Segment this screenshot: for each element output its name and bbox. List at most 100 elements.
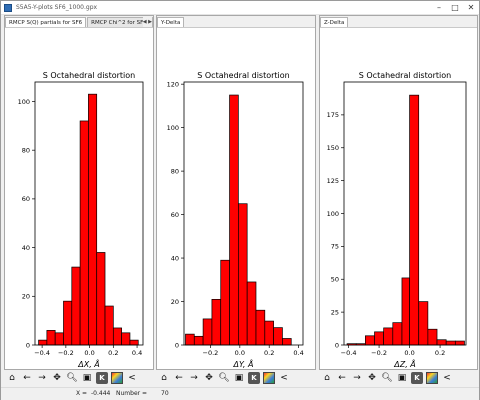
histogram-z[interactable]: −0.4 −0.2 0.0 0.2 0 25 50 75 100 125 150 175 S Octah… [320,28,478,370]
tab-strip-2: Y-Delta [157,16,315,28]
color-icon[interactable] [111,372,123,384]
y-tick-label: 80 [171,167,179,175]
status-x-value: -0.444 [91,390,111,397]
histogram-bar [185,333,195,346]
histogram-bar [383,327,394,346]
save-icon[interactable]: ▣ [397,373,407,383]
tab-sq-partials[interactable]: RMCP S(Q) partials for SF6 [5,17,87,27]
histogram-bar [193,335,204,346]
x-tick-label: −0.2 [203,349,219,357]
histogram-bar [63,300,73,346]
less-than-icon[interactable]: < [280,373,288,383]
zoom-icon[interactable]: 🔍︎ [218,373,230,383]
status-bar: X = -0.444 Number = 70 [1,387,479,400]
tab-bo[interactable]: Bo [151,17,153,27]
window-title: S5A5-Y-plots SF6_1000.gpx [16,4,98,11]
x-axis-label: ΔX, Å [77,358,100,369]
histogram-bar [255,309,266,346]
histogram-bar [54,332,64,346]
pan-icon[interactable]: ✥ [368,373,376,383]
histogram-bar [445,340,456,346]
maximize-button[interactable]: □ [451,3,459,12]
y-tick-label: 60 [171,211,179,219]
y-tick-label: 75 [331,243,339,251]
forward-arrow-icon[interactable]: → [38,373,46,383]
y-tick-label: 50 [331,276,339,284]
x-tick-label: −0.2 [371,349,387,357]
histogram-bar [229,94,239,346]
y-tick-label: 100 [18,98,30,106]
x-axis-label: ΔZ, Å [393,358,416,369]
tab-strip-1: RMCP S(Q) partials for SF6 RMCP Chi^2 for… [5,16,153,28]
back-arrow-icon[interactable]: ← [338,373,346,383]
pan-icon[interactable]: ✥ [53,373,61,383]
pan-icon[interactable]: ✥ [205,373,213,383]
home-icon[interactable]: ⌂ [324,373,330,383]
home-icon[interactable]: ⌂ [9,373,15,383]
histogram-bar [401,277,410,346]
x-tick-label: 0.4 [132,349,142,357]
zoom-icon[interactable]: 🔍︎ [381,373,393,383]
histogram-bar [246,281,257,346]
y-tick-label: 175 [327,111,339,119]
plot-frame [34,81,144,346]
navigation-toolbar-1: ⌂ ← → ✥ 🔍︎ ▣ K < [6,371,138,385]
histogram-bar [418,301,429,346]
x-tick-label: 0.2 [435,349,445,357]
x-tick-label: 0.4 [293,349,303,357]
tab-scroll-arrows[interactable]: ◀ ▶ [142,17,152,27]
x-tick-label: 0.0 [84,349,94,357]
tab-y-delta[interactable]: Y-Delta [157,17,185,27]
histogram-bar [88,93,98,346]
x-tick-label: 0.0 [404,349,414,357]
tab-strip-3: Z-Delta [320,16,477,28]
tab-z-delta[interactable]: Z-Delta [320,17,349,27]
tab-chi2[interactable]: RMCP Chi^2 for SF6 [87,17,151,27]
close-button[interactable]: ✕ [467,3,475,12]
x-tick-label: 0.0 [235,349,245,357]
y-tick-label: 20 [22,293,30,301]
y-tick-label: 120 [167,80,179,88]
histogram-bar [104,305,114,346]
histogram-bar [129,339,139,346]
y-tick-label: 25 [331,308,339,316]
less-than-icon[interactable]: < [443,373,451,383]
y-tick-label: 0 [335,341,339,349]
y-tick-label: 40 [171,254,179,262]
zoom-icon[interactable]: 🔍︎ [66,373,78,383]
histogram-bar [364,335,375,346]
back-arrow-icon[interactable]: ← [175,373,183,383]
app-icon [4,4,12,12]
back-arrow-icon[interactable]: ← [23,373,31,383]
histogram-y[interactable]: −0.2 0.0 0.2 0.4 0 20 40 60 80 100 120 S Octahedral… [157,28,316,370]
y-tick-label: 150 [327,144,339,152]
color-icon[interactable] [426,372,438,384]
x-tick-label: 0.2 [108,349,118,357]
minimize-button[interactable]: – [437,3,441,12]
save-icon[interactable]: ▣ [234,373,244,383]
histogram-bar [71,266,81,346]
keyboard-icon[interactable]: K [411,372,423,384]
y-tick-label: 100 [167,124,179,132]
histogram-bar [121,332,131,346]
histogram-bar [282,338,292,346]
histogram-bar [273,327,283,346]
histogram-bar [202,318,213,346]
y-tick-label: 40 [22,244,30,252]
less-than-icon[interactable]: < [128,373,136,383]
forward-arrow-icon[interactable]: → [353,373,361,383]
plot-frame [183,81,304,346]
keyboard-icon[interactable]: K [248,372,260,384]
x-tick-label: −0.4 [341,349,357,357]
keyboard-icon[interactable]: K [96,372,108,384]
histogram-bar [96,252,106,346]
home-icon[interactable]: ⌂ [161,373,167,383]
histogram-bar [112,327,122,346]
status-x-label: X = [76,390,88,397]
save-icon[interactable]: ▣ [82,373,92,383]
y-tick-label: 80 [22,146,30,154]
forward-arrow-icon[interactable]: → [190,373,198,383]
histogram-x[interactable]: −0.4 −0.2 0.0 0.2 0.4 0 20 40 60 80 100 S Octahedra… [5,28,154,370]
color-icon[interactable] [263,372,275,384]
